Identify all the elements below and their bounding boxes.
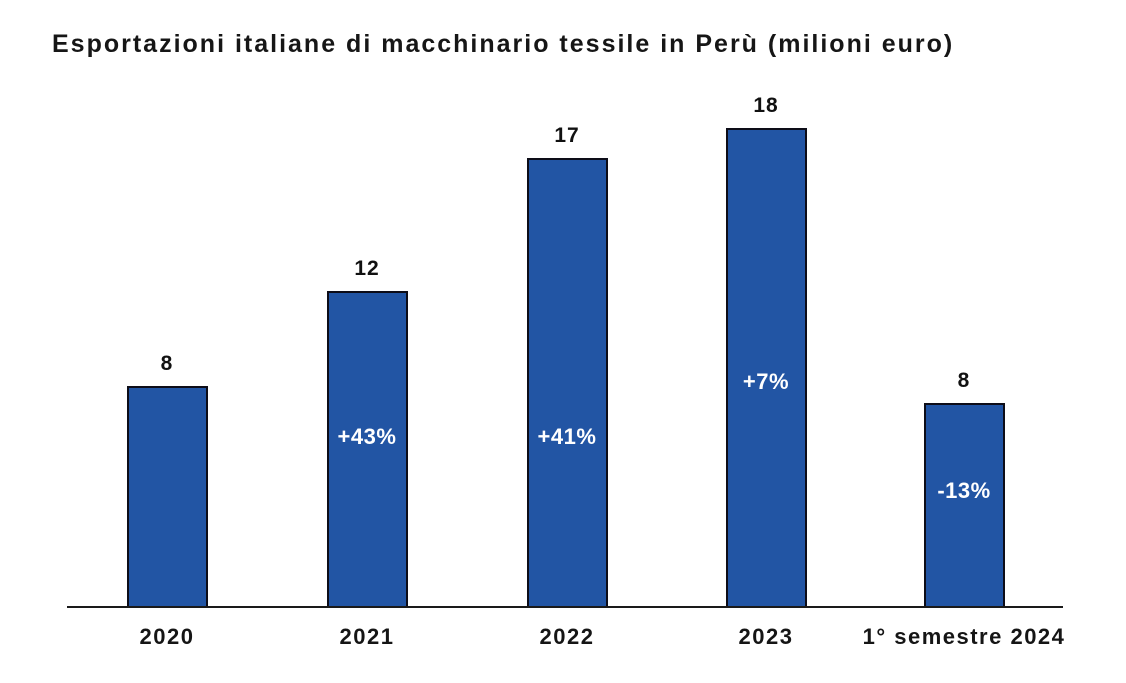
bar-pct-label: +7% — [742, 369, 790, 394]
bar-pct-label: +41% — [537, 424, 597, 449]
bar-pct-label: +43% — [337, 424, 397, 449]
x-axis-label: 2020 — [139, 624, 195, 649]
bar — [923, 403, 1005, 608]
bar-group: 18 +7% — [725, 94, 807, 608]
x-axis-label: 2023 — [738, 624, 794, 649]
x-axis-line — [67, 606, 1063, 608]
bar — [725, 128, 807, 608]
bar-pct-label: -13% — [937, 478, 991, 503]
bar-value-label: 8 — [160, 352, 174, 375]
bar-value-label: 12 — [354, 257, 380, 280]
bar-group: 12 +43% — [326, 257, 408, 608]
chart-title: Esportazioni italiane di macchinario tes… — [52, 30, 955, 58]
bar-group: 8 — [126, 352, 208, 608]
bar — [126, 386, 208, 608]
bar — [526, 158, 608, 608]
bar-value-label: 18 — [753, 94, 779, 117]
bar-group: 8 -13% — [923, 369, 1005, 608]
bar-group: 17 +41% — [526, 124, 608, 608]
x-axis-label: 2022 — [539, 624, 595, 649]
bar-value-label: 8 — [957, 369, 971, 392]
bar-value-label: 17 — [554, 124, 580, 147]
x-axis-label: 2021 — [339, 624, 395, 649]
x-axis-label: 1° semestre 2024 — [862, 624, 1066, 649]
